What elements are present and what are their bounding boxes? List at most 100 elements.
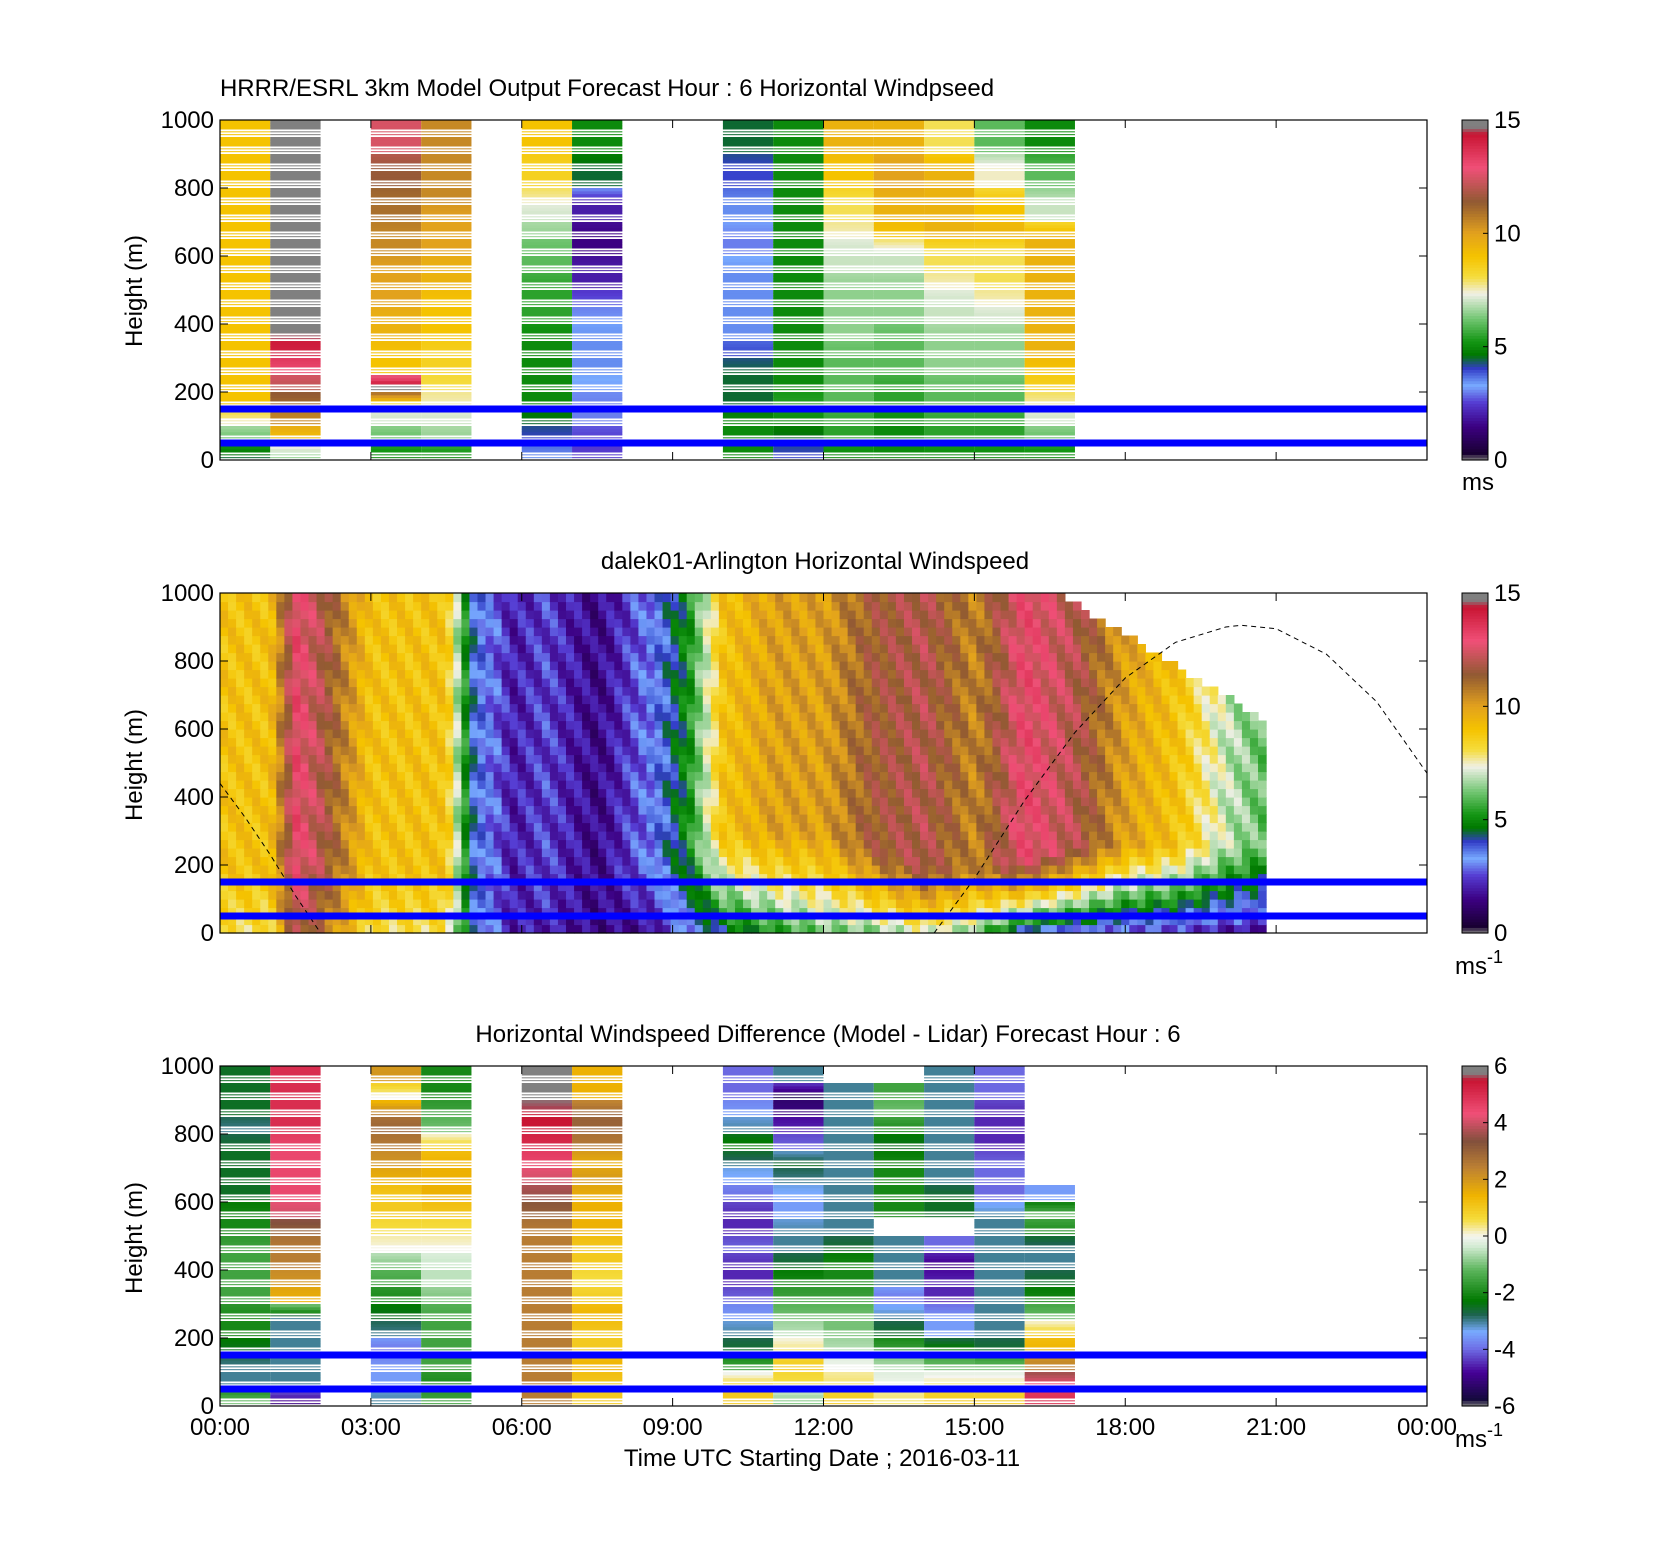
heatmap-cell: [924, 233, 974, 234]
lidar-cell: [574, 848, 583, 857]
lidar-cell: [453, 746, 462, 755]
lidar-cell: [437, 653, 446, 662]
lidar-cell: [486, 772, 495, 781]
lidar-cell: [276, 644, 285, 653]
lidar-cell: [751, 653, 760, 662]
heatmap-cell: [773, 324, 823, 327]
heatmap-cell: [773, 386, 823, 387]
lidar-cell: [268, 823, 277, 832]
lidar-cell: [550, 823, 559, 832]
lidar-cell: [711, 831, 720, 840]
lidar-cell: [534, 840, 543, 849]
heatmap-cell: [572, 403, 622, 404]
lidar-cell: [606, 899, 615, 908]
heatmap-cell: [1025, 392, 1075, 395]
heatmap-cell: [924, 375, 974, 378]
lidar-cell: [759, 899, 768, 908]
lidar-cell: [502, 695, 511, 704]
lidar-cell: [268, 687, 277, 696]
lidar-cell: [759, 925, 768, 934]
lidar-cell: [260, 746, 269, 755]
lidar-cell: [502, 593, 511, 602]
lidar-cell: [510, 814, 519, 823]
colorbar: 051015: [1462, 107, 1521, 474]
lidar-cell: [445, 644, 454, 653]
lidar-cell: [775, 789, 784, 798]
lidar-cell: [646, 763, 655, 772]
heatmap-cell: [421, 324, 471, 327]
lidar-cell: [220, 661, 229, 670]
lidar-cell: [751, 721, 760, 730]
lidar-cell: [341, 848, 350, 857]
lidar-cell: [405, 670, 414, 679]
lidar-cell: [791, 848, 800, 857]
heatmap-cell: [421, 199, 471, 200]
lidar-cell: [606, 593, 615, 602]
lidar-cell: [646, 712, 655, 721]
heatmap-cell: [974, 270, 1024, 271]
lidar-cell: [244, 610, 253, 619]
lidar-cell: [719, 789, 728, 798]
lidar-cell: [534, 636, 543, 645]
heatmap-cell: [874, 219, 924, 220]
lidar-cell: [630, 840, 639, 849]
heatmap-cell: [220, 131, 270, 132]
lidar-cell: [743, 704, 752, 713]
lidar-cell: [663, 695, 672, 704]
lidar-cell: [558, 610, 567, 619]
heatmap-cell: [974, 211, 1024, 214]
heatmap-cell: [572, 216, 622, 217]
lidar-cell: [751, 780, 760, 789]
lidar-cell: [687, 729, 696, 738]
lidar-cell: [783, 653, 792, 662]
lidar-cell: [783, 721, 792, 730]
lidar-cell: [840, 780, 849, 789]
heatmap-cell: [421, 355, 471, 356]
heatmap-cell: [220, 199, 270, 200]
lidar-cell: [317, 670, 326, 679]
lidar-cell: [341, 729, 350, 738]
lidar-cell: [638, 806, 647, 815]
lidar-cell: [405, 721, 414, 730]
lidar-cell: [268, 644, 277, 653]
lidar-cell: [655, 780, 664, 789]
lidar-cell: [727, 865, 736, 874]
lidar-cell: [799, 899, 808, 908]
lidar-cell: [864, 687, 873, 696]
lidar-cell: [630, 789, 639, 798]
lidar-cell: [494, 695, 503, 704]
lidar-cell: [582, 661, 591, 670]
lidar-cell: [220, 729, 229, 738]
lidar-cell: [300, 899, 309, 908]
lidar-cell: [719, 857, 728, 866]
heatmap-cell: [974, 151, 1024, 152]
lidar-cell: [703, 814, 712, 823]
lidar-cell: [518, 712, 527, 721]
lidar-cell: [590, 729, 599, 738]
lidar-cell: [791, 789, 800, 798]
lidar-cell: [365, 695, 374, 704]
lidar-cell: [413, 653, 422, 662]
lidar-cell: [300, 891, 309, 900]
lidar-cell: [397, 670, 406, 679]
lidar-cell: [461, 687, 470, 696]
heatmap-cell: [1025, 202, 1075, 203]
lidar-cell: [381, 746, 390, 755]
lidar-cell: [309, 593, 318, 602]
lidar-cell: [389, 840, 398, 849]
heatmap-cell: [924, 290, 974, 293]
lidar-cell: [461, 772, 470, 781]
lidar-cell: [228, 857, 237, 866]
lidar-cell: [743, 831, 752, 840]
lidar-cell: [510, 687, 519, 696]
lidar-cell: [848, 797, 857, 806]
lidar-cell: [799, 797, 808, 806]
lidar-cell: [622, 763, 631, 772]
lidar-cell: [445, 865, 454, 874]
lidar-cell: [421, 755, 430, 764]
lidar-cell: [309, 729, 318, 738]
lidar-cell: [590, 925, 599, 934]
lidar-cell: [727, 848, 736, 857]
heatmap-cell: [270, 216, 320, 217]
lidar-cell: [719, 865, 728, 874]
